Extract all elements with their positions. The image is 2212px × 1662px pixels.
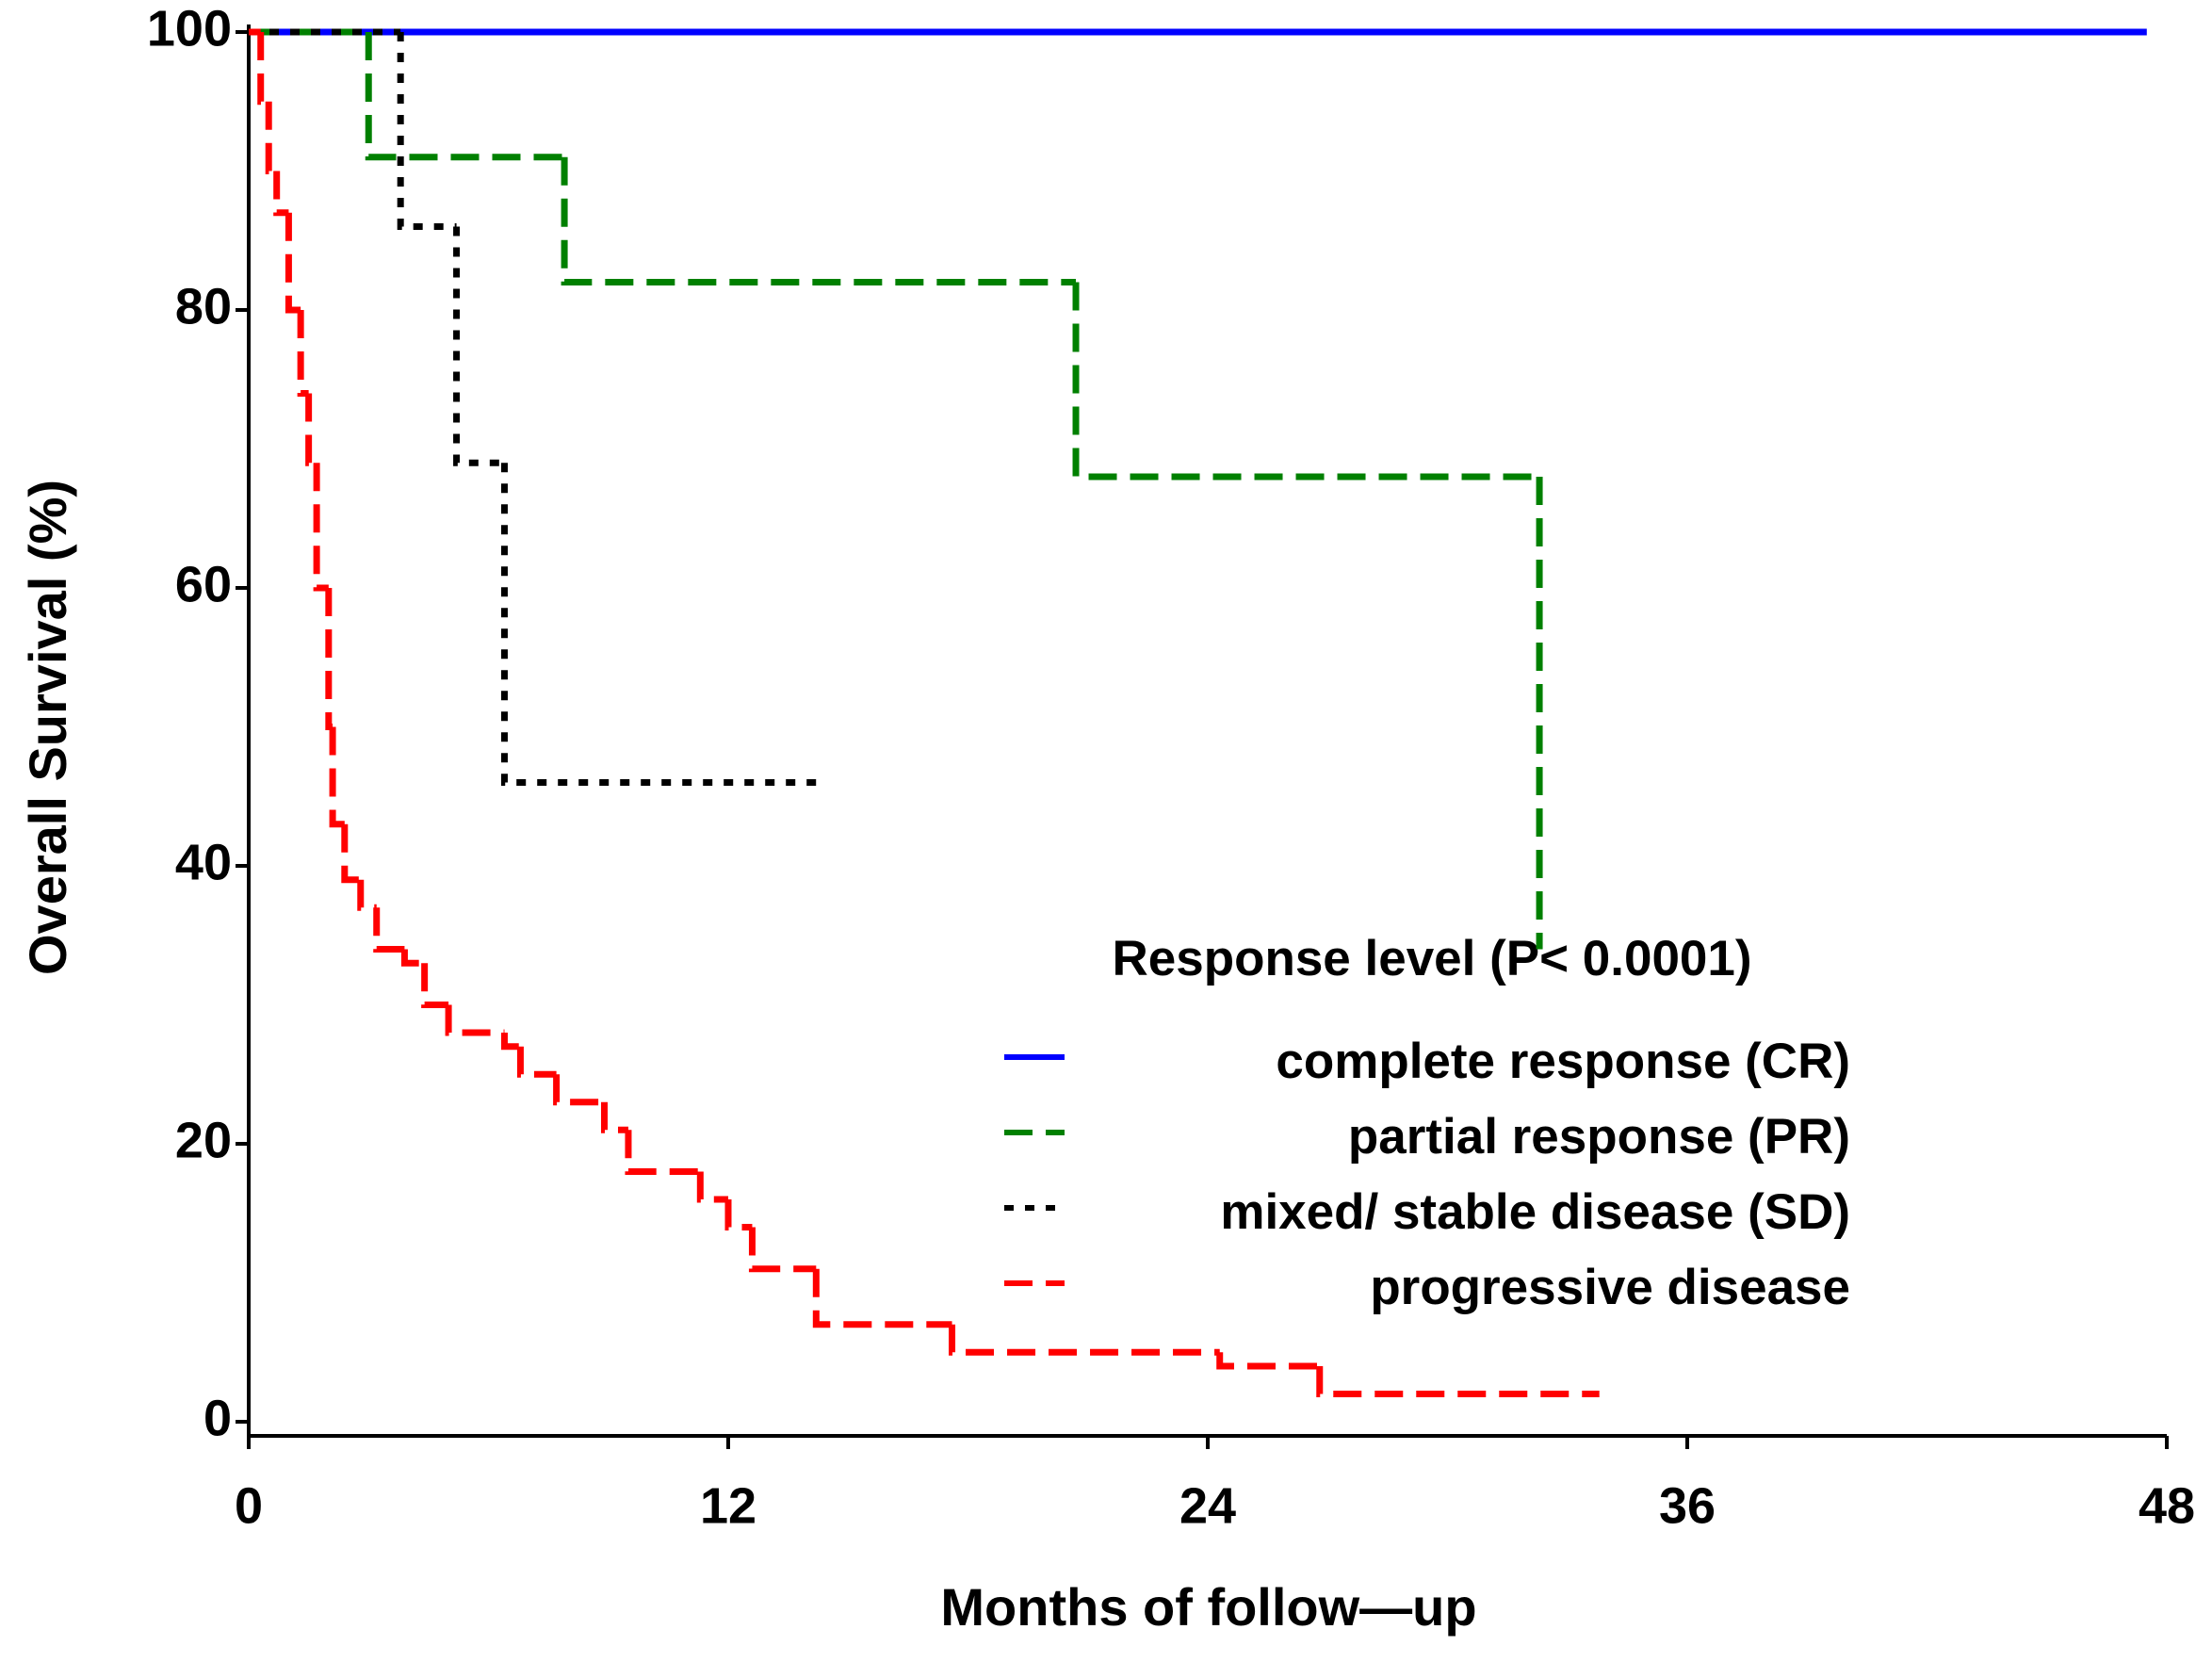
survival-step (305, 393, 317, 466)
survival-step (341, 823, 361, 884)
legend-title: Response level (P< 0.0001) (1112, 931, 1751, 986)
survival-step (516, 1046, 557, 1078)
survival-step (297, 310, 309, 397)
survival-step (625, 1130, 701, 1175)
survival-step (273, 171, 289, 217)
survival-step (500, 463, 817, 786)
x-tick-label: 48 (2139, 1477, 2195, 1534)
survival-step (313, 463, 329, 592)
survival-step (724, 1199, 753, 1230)
survival-step (421, 963, 449, 1008)
x-tick-label: 0 (235, 1477, 263, 1534)
survival-step (601, 1101, 628, 1133)
survival-step (400, 949, 425, 967)
survival-step (329, 726, 345, 828)
survival-step (748, 1227, 817, 1273)
legend-label: partial response (PR) (1348, 1109, 1850, 1165)
survival-step (696, 1171, 728, 1203)
survival-step (812, 1268, 952, 1328)
survival-step (365, 32, 565, 161)
y-tick-label: 100 (147, 0, 232, 57)
survival-step (553, 1074, 605, 1106)
survival-step (1216, 1352, 1320, 1370)
survival-step (500, 1033, 521, 1051)
y-axis-title: Overall Survival (%) (18, 480, 77, 975)
survival-step (397, 32, 457, 230)
survival-step (445, 1004, 505, 1036)
legend-label: mixed/ stable disease (SD) (1220, 1184, 1850, 1240)
x-tick-label: 12 (700, 1477, 756, 1534)
survival-step (325, 588, 333, 730)
survival-step (357, 879, 377, 911)
y-tick-label: 40 (175, 834, 232, 890)
y-tick-label: 20 (175, 1112, 232, 1168)
y-tick-label: 0 (203, 1390, 232, 1446)
survival-step (561, 156, 1077, 285)
x-tick-label: 36 (1659, 1477, 1716, 1534)
y-tick-label: 60 (175, 556, 232, 612)
survival-step (1316, 1366, 1600, 1397)
legend-label: progressive disease (1370, 1260, 1850, 1315)
survival-step (453, 226, 505, 466)
x-tick-label: 24 (1179, 1477, 1236, 1534)
survival-step (265, 101, 277, 174)
survival-step (1072, 282, 1540, 481)
y-tick-label: 80 (175, 278, 232, 334)
survival-step (257, 32, 269, 106)
survival-step (949, 1324, 1220, 1356)
survival-step (373, 907, 405, 953)
legend-label: complete response (CR) (1276, 1034, 1850, 1089)
survival-step (285, 212, 301, 314)
x-axis-title: Months of follow—up (940, 1577, 1476, 1637)
